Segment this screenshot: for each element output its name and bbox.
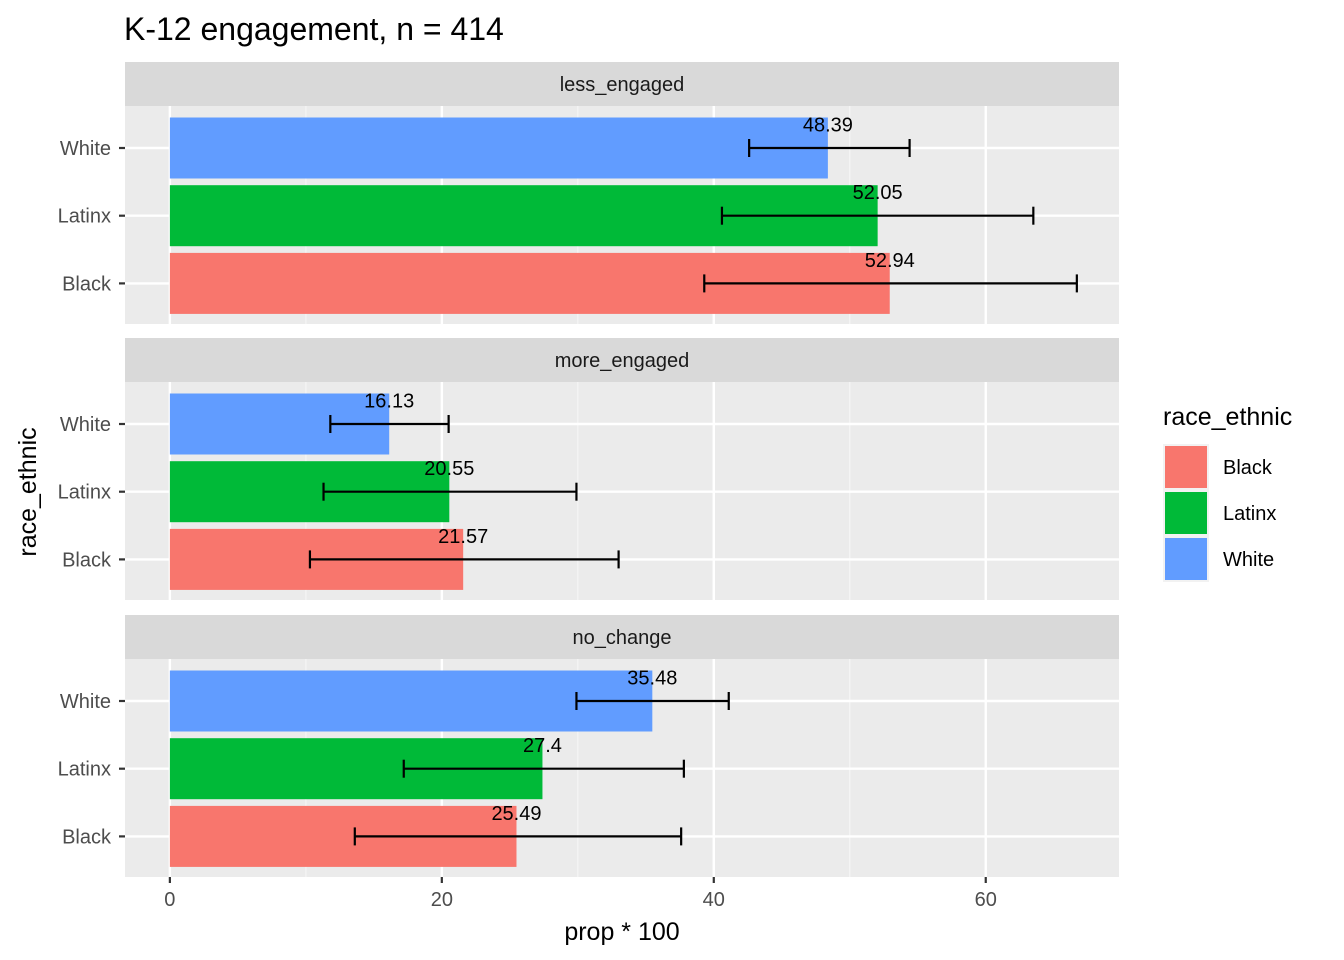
data-label: 35.48 [627,668,677,690]
error-bar [329,415,450,433]
y-tick-label: Latinx [58,482,111,504]
x-axis-title: prop * 100 [564,918,679,946]
data-label: 52.05 [853,182,903,204]
legend-label: Black [1223,457,1273,479]
bar-white [169,117,828,179]
facet-strip [125,615,1119,659]
data-label: 16.13 [364,391,414,413]
facet-less-engaged: less_engaged White Latinx Black 48.39 52.05 52… [58,62,1119,324]
error-bar [575,692,730,710]
error-bar [748,139,911,157]
y-axis-title: race_ethnic [14,427,42,556]
facet-strip [125,338,1119,382]
data-label: 20.55 [424,458,474,480]
chart-title: K-12 engagement, n = 414 [124,11,504,47]
y-tick-label: Latinx [58,206,111,228]
legend-label: White [1223,549,1274,571]
legend-swatch-latinx [1165,492,1207,534]
x-tick-label: 20 [431,889,453,911]
data-label: 27.4 [523,735,562,757]
bar-white [169,670,653,732]
y-tick-label: White [60,414,111,436]
y-tick-label: Black [62,273,112,295]
facet-no-change: no_change White Latinx Black 35.48 27.4 25.49 [58,615,1119,877]
legend-label: Latinx [1223,503,1276,525]
error-bar [402,759,685,778]
legend: race_ethnic Black Latinx White [1163,403,1292,582]
facet-strip-label: less_engaged [560,74,685,96]
data-label: 25.49 [491,803,541,825]
error-bar [322,482,578,501]
legend-title: race_ethnic [1163,403,1292,431]
facet-strip-label: no_change [573,627,672,649]
x-tick-label: 60 [975,889,997,911]
facet-more-engaged: more_engaged White Latinx Black 16.13 20.55 21… [58,338,1119,600]
data-label: 48.39 [803,115,853,137]
error-bar [703,274,1078,293]
facet-strip [125,62,1119,106]
y-tick-label: Black [62,826,112,848]
error-bar [720,206,1035,225]
legend-swatch-black [1165,446,1207,488]
facet-strip-label: more_engaged [555,350,690,372]
data-label: 52.94 [865,250,915,272]
x-tick-label: 40 [703,889,725,911]
data-label: 21.57 [438,526,488,548]
x-tick-label: 0 [164,889,175,911]
error-bar [353,827,683,846]
y-tick-label: White [60,138,111,160]
x-axis: 0 20 40 60 [164,877,997,911]
y-tick-label: Black [62,549,112,571]
y-tick-label: Latinx [58,759,111,781]
legend-swatch-white [1165,538,1207,580]
error-bar [308,550,620,569]
y-tick-label: White [60,691,111,713]
facet-panels: less_engaged White Latinx Black 48.39 52.05 52… [58,62,1119,877]
